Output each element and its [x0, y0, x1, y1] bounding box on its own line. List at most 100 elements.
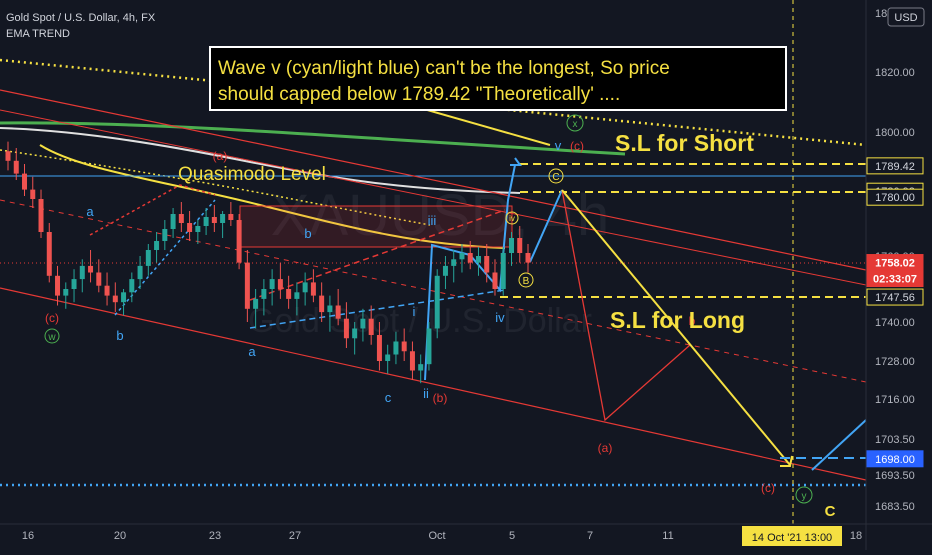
- candle: [145, 244, 151, 276]
- wave-label-proj-a: (a): [598, 441, 613, 455]
- candle: [170, 208, 176, 238]
- candle: [368, 305, 374, 345]
- time-tick-label: 16: [22, 530, 34, 542]
- candle-body: [335, 305, 341, 319]
- candle-body: [508, 238, 514, 253]
- candle-body: [376, 335, 382, 361]
- candle: [46, 223, 52, 283]
- blue-leg-future: [811, 419, 866, 471]
- candle-body: [327, 305, 333, 313]
- candle: [335, 289, 341, 326]
- candle-body: [79, 265, 85, 280]
- wave-label-iv: iv: [495, 310, 505, 325]
- projection-arrowhead: [780, 455, 793, 467]
- candle: [261, 279, 267, 316]
- candle-body: [475, 256, 481, 263]
- candle-body: [409, 351, 415, 371]
- candle-body: [451, 259, 457, 266]
- wave-label-y: y: [802, 491, 807, 502]
- white-ema-line: [0, 127, 521, 194]
- candle-body: [129, 279, 135, 293]
- price-badge: 1780.00: [866, 188, 924, 206]
- wave-label-C: C: [552, 172, 559, 183]
- watermark-name: Gold Spot / U.S. Dollar: [248, 302, 592, 340]
- candle-body: [302, 282, 308, 293]
- blue-leg-up: [529, 189, 563, 263]
- candle: [112, 282, 118, 313]
- sl-long-label: S.L for Long: [610, 307, 745, 333]
- wave-circle-y: [795, 486, 813, 504]
- currency-badge[interactable]: [887, 7, 925, 27]
- candle-body: [5, 151, 11, 161]
- wave-label-b-paren: (b): [433, 391, 448, 405]
- candle: [269, 269, 275, 306]
- supply-zone: [239, 205, 513, 248]
- wave-label-c2: c: [385, 390, 392, 405]
- impulse-arrowhead: [510, 157, 522, 166]
- candle-body: [269, 279, 275, 289]
- candle: [228, 202, 234, 226]
- dotted-trendline-top: [0, 58, 866, 147]
- candle-body: [253, 298, 259, 309]
- candle-body: [286, 289, 292, 299]
- wave-label-b2: b: [304, 226, 311, 241]
- price-tick-label: 1683.50: [875, 501, 915, 513]
- candle: [30, 176, 36, 208]
- candle: [360, 308, 366, 342]
- sl-short-label: S.L for Short: [615, 130, 754, 156]
- candle: [96, 259, 102, 293]
- candle: [376, 322, 382, 371]
- time-axis[interactable]: 16 20 23 27 Oct 5 7 11 18: [22, 530, 862, 542]
- candle-body: [137, 265, 143, 280]
- wave-circle-B: [518, 272, 534, 288]
- price-badge-box: [866, 157, 924, 175]
- candle-body: [484, 256, 490, 273]
- candle-body: [22, 173, 28, 190]
- note-box: [209, 46, 787, 111]
- wave-label-w: w: [47, 332, 56, 343]
- candle: [137, 256, 143, 289]
- candle-body: [112, 295, 118, 303]
- wave-label-b1: b: [116, 328, 123, 343]
- wave-label-proj-c: (c): [761, 481, 775, 495]
- time-tick-label: Oct: [428, 530, 445, 542]
- candle-body: [220, 214, 226, 223]
- price-tick-label: 1740.00: [875, 317, 915, 329]
- wave-label-B: B: [523, 276, 530, 287]
- candle-body: [360, 318, 366, 329]
- candle: [71, 269, 77, 303]
- candle-body: [13, 160, 19, 174]
- price-badge-label: 1747.56: [875, 292, 915, 304]
- candle-body: [368, 318, 374, 335]
- candle-body: [211, 217, 217, 223]
- price-badge: 1698.00: [866, 450, 924, 468]
- candle: [121, 289, 127, 316]
- symbol-title: Gold Spot / U.S. Dollar, 4h, FX: [6, 12, 156, 24]
- candle: [178, 202, 184, 232]
- quasimodo-label: Quasimodo Level: [178, 164, 326, 185]
- candle-body: [261, 289, 267, 299]
- candle-body: [203, 217, 209, 226]
- note-line-2: should capped below 1789.42 "Theoretical…: [218, 84, 620, 105]
- wave-label-x: x: [573, 119, 578, 130]
- candle-body: [244, 262, 250, 309]
- candle-body: [426, 328, 432, 365]
- note-line-1: Wave v (cyan/light blue) can't be the lo…: [218, 58, 670, 79]
- wave-label-a-top: (a): [213, 149, 228, 163]
- candle: [475, 247, 481, 276]
- candle: [500, 247, 506, 296]
- candle: [459, 244, 465, 273]
- price-badge-label: 1698.00: [875, 454, 915, 466]
- wave-label-big-C: C: [825, 503, 836, 520]
- price-badge-box: [866, 450, 924, 468]
- wave-dashed-red: [249, 209, 506, 301]
- candle-body: [525, 253, 531, 263]
- candle-body: [467, 253, 473, 263]
- candle: [187, 211, 193, 241]
- candle: [154, 232, 160, 263]
- price-badge: 02:33:07: [866, 270, 924, 288]
- yellow-ema-line: [39, 144, 506, 249]
- candle-body: [195, 226, 201, 232]
- wave-circle-iv: [505, 211, 519, 225]
